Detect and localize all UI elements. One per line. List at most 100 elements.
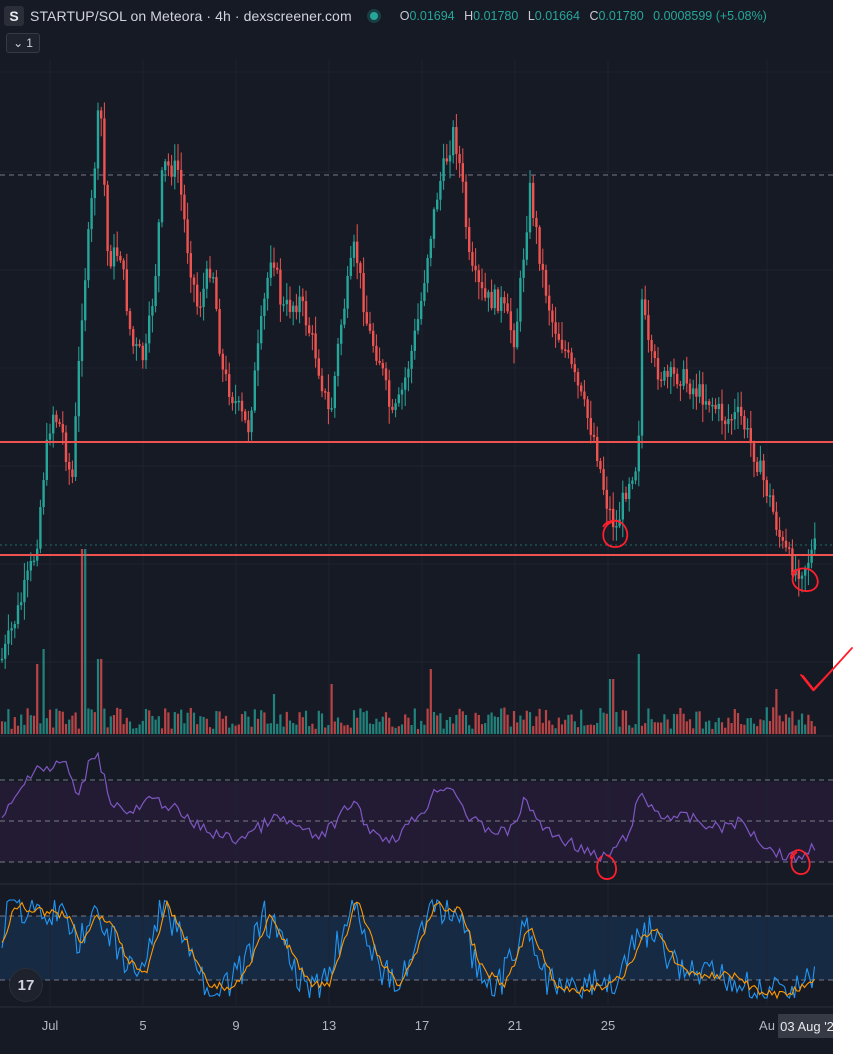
- candle-body: [362, 272, 365, 313]
- volume-bar: [714, 722, 717, 734]
- volume-bar: [538, 708, 541, 734]
- candle-body: [765, 480, 768, 497]
- candle-body: [624, 492, 628, 499]
- candle-body: [698, 384, 701, 397]
- volume-bar: [525, 710, 528, 734]
- volume-bar: [797, 719, 800, 734]
- candle-body: [727, 418, 730, 425]
- volume-bar: [394, 727, 397, 734]
- candle-body: [180, 169, 183, 195]
- volume-bar: [324, 727, 327, 734]
- candle-body: [29, 561, 32, 571]
- volume-bar: [250, 726, 253, 734]
- chart-container: S STARTUP/SOL on Meteora · 4h · dexscree…: [0, 0, 833, 1054]
- candle-body: [813, 538, 816, 550]
- candle-body: [276, 267, 279, 270]
- volume-bar: [192, 712, 196, 734]
- volume-bar: [813, 726, 816, 734]
- candle-body: [717, 403, 720, 409]
- candle-body: [375, 345, 378, 361]
- candle-body: [292, 305, 295, 312]
- volume-bar: [183, 723, 186, 734]
- volume-bar: [733, 709, 736, 734]
- volume-bar: [436, 715, 439, 734]
- volume-bar: [397, 726, 400, 734]
- candle-body: [224, 369, 228, 375]
- volume-bar: [730, 723, 733, 734]
- volume-bar: [474, 712, 477, 734]
- candle-body: [416, 319, 420, 331]
- candle-body: [724, 420, 727, 425]
- volume-bar: [301, 717, 304, 734]
- candle-body: [426, 258, 429, 284]
- volume-bar: [32, 715, 36, 734]
- volume-bar: [506, 714, 509, 734]
- candle-body: [583, 391, 586, 400]
- candle-body: [359, 263, 362, 273]
- volume-bar: [455, 714, 458, 734]
- volume-bar: [231, 723, 234, 734]
- volume-bar: [589, 724, 592, 734]
- volume-bar: [720, 722, 724, 734]
- candle-body: [445, 158, 448, 162]
- volume-bar: [391, 726, 394, 734]
- volume-bar: [180, 709, 183, 734]
- candle-body: [589, 418, 592, 435]
- volume-bar: [96, 659, 100, 734]
- candle-body: [410, 350, 413, 369]
- volume-bar: [39, 723, 42, 734]
- volume-bar: [708, 720, 711, 734]
- volume-bar: [77, 728, 80, 734]
- volume-bar: [224, 715, 228, 734]
- volume-bar: [196, 724, 199, 734]
- volume-bar: [682, 713, 685, 734]
- candle-body: [740, 406, 743, 417]
- candle-body: [77, 360, 80, 417]
- chart-canvas[interactable]: [0, 0, 833, 1054]
- volume-bar: [666, 719, 669, 734]
- volume-bar: [548, 720, 551, 734]
- indicators-toggle-button[interactable]: ⌄ 1: [6, 33, 40, 53]
- candle-body: [592, 434, 596, 438]
- volume-bar: [602, 712, 605, 734]
- volume-bar: [68, 719, 71, 734]
- volume-bar: [570, 714, 573, 734]
- volume-bar: [279, 714, 282, 734]
- volume-bar: [768, 720, 772, 734]
- candle-body: [711, 404, 714, 407]
- candle-body: [720, 403, 724, 421]
- chart-title[interactable]: STARTUP/SOL on Meteora · 4h · dexscreene…: [30, 8, 352, 24]
- candle-body: [228, 374, 231, 397]
- candle-body: [4, 643, 7, 659]
- volume-bar: [244, 711, 247, 734]
- high-value: 0.01780: [473, 9, 519, 23]
- volume-bar: [439, 713, 442, 734]
- volume-bar: [375, 718, 378, 734]
- candle-body: [100, 110, 103, 119]
- volume-bar: [221, 718, 224, 734]
- tradingview-logo-icon[interactable]: 17: [9, 968, 43, 1002]
- candle-body: [436, 199, 439, 210]
- volume-bar: [580, 709, 583, 734]
- annotation-checkmark: [800, 667, 833, 692]
- candle-body: [484, 288, 487, 298]
- candle-body: [253, 370, 256, 411]
- chevron-down-icon: ⌄: [13, 36, 24, 50]
- candle-body: [58, 422, 61, 425]
- x-tick-label: 9: [232, 1018, 240, 1033]
- volume-bar: [448, 716, 452, 734]
- candle-body: [208, 268, 212, 278]
- volume-bar: [432, 711, 436, 734]
- candle-body: [551, 310, 554, 323]
- candle-body: [807, 562, 810, 569]
- candle-body: [288, 299, 292, 312]
- candle-body: [784, 540, 788, 548]
- volume-bar: [388, 717, 391, 734]
- volume-bar: [628, 725, 631, 734]
- volume-bar: [320, 713, 324, 734]
- candle-body: [653, 351, 656, 359]
- volume-bar: [160, 728, 164, 734]
- candle-body: [119, 255, 122, 261]
- candle-body: [644, 299, 647, 316]
- volume-bar: [7, 709, 10, 734]
